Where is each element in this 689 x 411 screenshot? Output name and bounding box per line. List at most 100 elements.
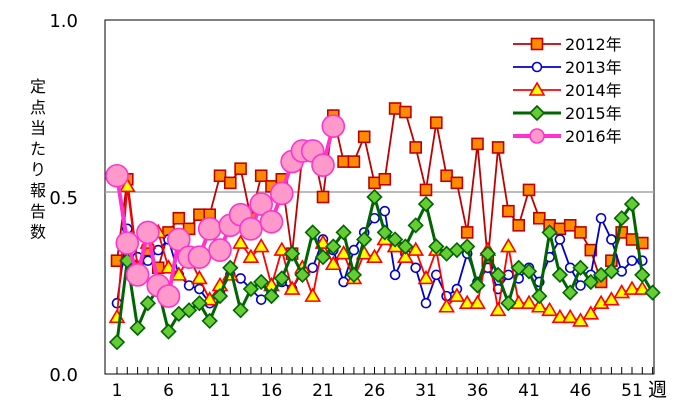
data-point <box>386 231 404 248</box>
legend-item: 2016年 <box>513 127 622 146</box>
y-tick-label: 0.5 <box>49 188 78 209</box>
y-tick-label: 0.0 <box>49 365 78 386</box>
data-point <box>232 234 249 249</box>
x-tick-label: 16 <box>261 381 283 401</box>
data-point <box>575 280 586 291</box>
legend-label: 2016年 <box>565 127 622 146</box>
x-tick-label: 51 <box>621 381 643 401</box>
data-point <box>554 234 566 245</box>
data-point <box>283 280 301 295</box>
data-point <box>273 241 291 256</box>
data-point <box>170 266 188 281</box>
data-point <box>213 169 227 183</box>
x-tick-label: 46 <box>570 381 592 401</box>
data-point <box>325 238 342 255</box>
data-point <box>252 237 270 253</box>
data-point <box>234 162 247 175</box>
data-point <box>191 269 208 285</box>
legend-label: 2013年 <box>565 58 622 77</box>
data-point <box>634 266 651 284</box>
series-2015年 <box>108 188 661 351</box>
x-tick-label: 21 <box>312 381 334 401</box>
data-point <box>603 263 620 280</box>
data-point <box>409 141 423 154</box>
data-point <box>428 238 445 255</box>
data-point <box>551 308 569 324</box>
data-point <box>304 224 321 241</box>
legend-label: 2012年 <box>565 35 622 54</box>
data-point <box>419 183 433 197</box>
data-point <box>105 163 129 188</box>
data-point <box>489 266 507 284</box>
data-point <box>397 238 414 255</box>
data-point <box>389 269 401 281</box>
data-point <box>197 217 222 241</box>
data-point <box>235 273 246 284</box>
data-point <box>376 224 393 241</box>
data-point <box>156 284 181 308</box>
data-point <box>582 273 599 291</box>
data-point <box>232 302 249 319</box>
data-point <box>595 212 607 224</box>
data-point <box>541 224 558 241</box>
data-point <box>125 263 150 287</box>
data-point <box>471 137 484 151</box>
data-point <box>136 220 160 245</box>
data-point <box>420 297 432 309</box>
data-point <box>324 255 342 271</box>
y-tick-label: 1.0 <box>49 11 78 32</box>
legend-marker <box>531 61 543 73</box>
x-axis-label: 週 <box>648 379 667 401</box>
data-point <box>366 248 383 263</box>
data-point <box>615 226 629 239</box>
data-point <box>160 323 177 340</box>
data-point <box>603 291 620 306</box>
data-point <box>139 295 157 312</box>
data-point <box>337 155 350 168</box>
data-point <box>314 249 332 266</box>
data-point <box>201 291 219 306</box>
data-point <box>397 248 414 263</box>
x-tick-label: 31 <box>415 381 437 401</box>
data-point <box>183 280 195 291</box>
data-point <box>108 334 126 351</box>
data-point <box>388 102 402 115</box>
x-tick-label: 6 <box>163 381 174 401</box>
data-point <box>399 105 412 119</box>
y-tick-labels: 0.0 0.5 1.0 <box>49 11 78 386</box>
data-point <box>255 294 267 305</box>
data-point <box>180 302 198 319</box>
data-point <box>574 226 587 239</box>
data-point <box>224 176 237 190</box>
x-tick-label: 26 <box>364 381 386 401</box>
data-point <box>541 301 558 317</box>
x-tick-labels: 1 6 11 16 21 26 31 36 41 46 51 <box>112 381 643 401</box>
data-point <box>366 188 383 206</box>
data-point <box>311 153 335 177</box>
data-point <box>269 181 294 206</box>
data-point <box>572 312 589 327</box>
data-point <box>407 241 425 256</box>
data-point <box>335 224 352 241</box>
series-layer <box>105 102 661 351</box>
data-point <box>438 298 455 313</box>
data-point <box>294 266 311 284</box>
data-point <box>249 192 274 216</box>
data-point <box>644 284 661 301</box>
data-point <box>201 312 218 330</box>
data-point <box>304 287 322 302</box>
legend-marker <box>529 128 545 144</box>
y-axis-label: 定点当たり報告数 <box>30 77 46 242</box>
data-point <box>239 217 263 241</box>
data-point <box>448 287 466 302</box>
data-point <box>561 308 579 324</box>
data-point <box>532 211 546 225</box>
data-point <box>115 231 140 255</box>
data-point <box>572 259 589 276</box>
data-point <box>469 277 486 294</box>
legend-item: 2013年 <box>513 58 622 77</box>
data-point <box>378 173 392 186</box>
x-tick-label: 41 <box>518 381 540 401</box>
